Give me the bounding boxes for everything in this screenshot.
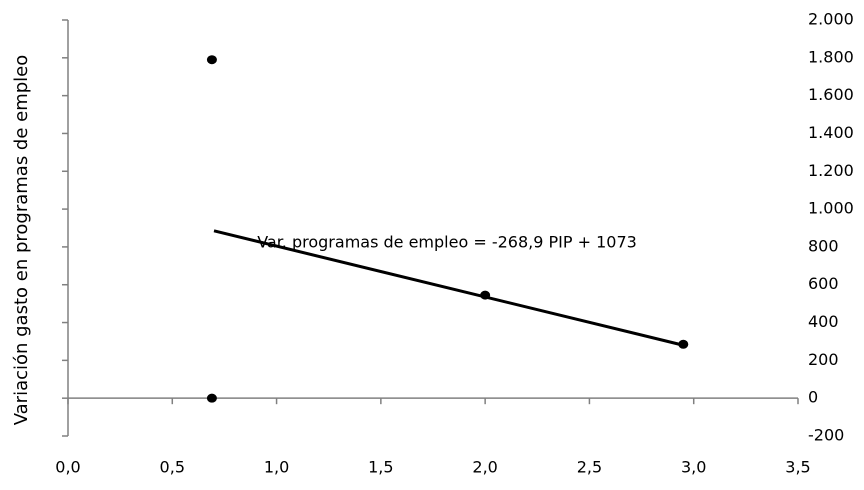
x-tick-label: 2,5 (577, 458, 602, 477)
y-tick-label: 600 (808, 274, 839, 293)
data-point (480, 290, 491, 300)
y-tick-label: 200 (808, 350, 839, 369)
y-tick-label: 1.400 (808, 123, 854, 142)
x-tick-label: 2,0 (472, 458, 497, 477)
y-tick-label: 1.000 (808, 199, 854, 218)
data-point (206, 393, 217, 403)
trend-line (213, 229, 684, 347)
y-tick-label: -200 (808, 426, 844, 445)
y-tick-label: 1.800 (808, 47, 854, 66)
trend-equation: Var. programas de empleo = -268,9 PIP + … (257, 233, 637, 252)
x-tick-label: 3,5 (785, 458, 810, 477)
y-tick-label: 400 (808, 312, 839, 331)
x-tick-label: 1,5 (368, 458, 393, 477)
y-axis-label: Variación gasto en programas de empleo (11, 55, 32, 426)
y-tick-label: 1.600 (808, 85, 854, 104)
x-tick-label: 0,5 (160, 458, 185, 477)
y-tick-label: 2.000 (808, 10, 854, 29)
data-point (206, 55, 217, 65)
y-tick-label: 800 (808, 236, 839, 255)
x-tick-label: 1,0 (264, 458, 289, 477)
data-point (678, 339, 689, 349)
y-tick-label: 1.200 (808, 161, 854, 180)
y-tick-label: 0 (808, 388, 818, 407)
x-tick-label: 3,0 (681, 458, 706, 477)
x-tick-label: 0,0 (55, 458, 80, 477)
